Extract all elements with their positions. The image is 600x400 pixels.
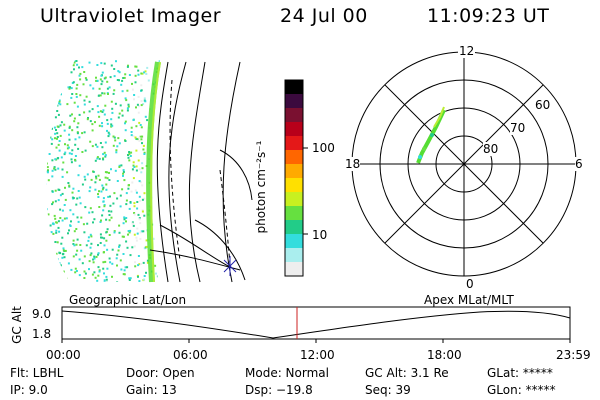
timeline-y-tick-1-8: 1.8 xyxy=(32,327,52,341)
status-seq: Seq: 39 xyxy=(365,383,411,397)
mlt-label-12: 12 xyxy=(458,44,476,58)
x-tick-0600: 06:00 xyxy=(173,348,208,362)
status-mode: Mode: Normal xyxy=(245,366,329,380)
colorbar-tick-100: 100 xyxy=(312,141,335,155)
grid-lines xyxy=(149,61,253,283)
date-label: 24 Jul 00 xyxy=(280,5,368,27)
timeline-y-label: GC Alt xyxy=(10,306,24,344)
colorbar xyxy=(284,79,308,277)
x-tick-1200: 12:00 xyxy=(300,348,335,362)
status-glat: GLat: ***** xyxy=(487,366,553,380)
lat-label-60: 60 xyxy=(535,98,551,112)
status-dsp: Dsp: −19.8 xyxy=(245,383,313,397)
timeline-y-tick-9: 9.0 xyxy=(32,307,52,321)
x-tick-0000: 00:00 xyxy=(46,348,81,362)
geo-caption: Geographic Lat/Lon xyxy=(69,293,187,307)
x-tick-1800: 18:00 xyxy=(427,348,462,362)
lat-label-70: 70 xyxy=(510,121,526,135)
lat-label-80: 80 xyxy=(483,142,499,156)
mlt-label-18: 18 xyxy=(345,157,361,171)
auroral-arc xyxy=(146,61,161,283)
status-glon: GLon: ***** xyxy=(487,383,556,397)
colorbar-tick-10: 10 xyxy=(312,228,328,242)
altitude-curve xyxy=(61,310,571,339)
timeline-plot xyxy=(61,306,571,343)
polar-emission xyxy=(416,106,446,164)
x-tick-2359: 23:59 xyxy=(556,348,591,362)
mlt-label-6: 6 xyxy=(575,157,583,171)
colorbar-unit-label: photon cm⁻²s⁻¹ xyxy=(254,140,268,234)
status-door: Door: Open xyxy=(126,366,195,380)
status-gain: Gain: 13 xyxy=(126,383,177,397)
status-ip: IP: 9.0 xyxy=(10,383,48,397)
auroral-image-panel xyxy=(46,60,253,283)
mlt-diagonal-2 xyxy=(384,84,544,244)
status-filter: Flt: LBHL xyxy=(10,366,64,380)
time-label: 11:09:23 UT xyxy=(427,5,550,27)
app-title: Ultraviolet Imager xyxy=(40,5,222,27)
subpoint-marker xyxy=(223,256,237,276)
apex-caption: Apex MLat/MLT xyxy=(424,293,514,307)
status-gc-alt: GC Alt: 3.1 Re xyxy=(365,366,449,380)
polar-plot xyxy=(351,51,577,277)
mlt-label-0: 0 xyxy=(466,277,474,291)
